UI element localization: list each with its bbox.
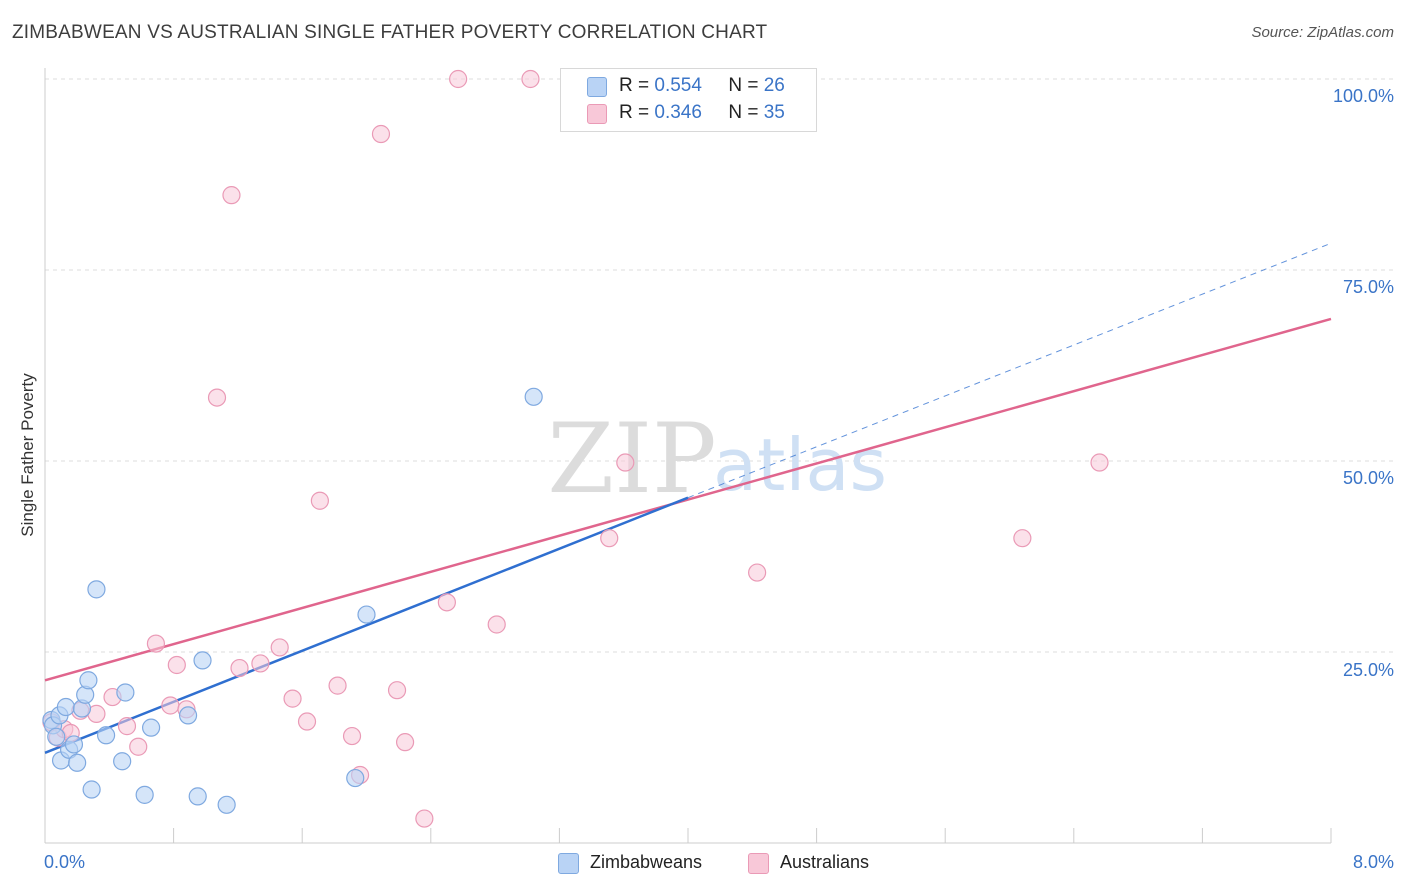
x-tick-label-max: 8.0% (1352, 852, 1394, 872)
point-australians (146, 634, 166, 653)
legend-swatch-blue (587, 77, 607, 97)
point-zimbabweans (56, 697, 75, 717)
point-australians (449, 69, 468, 89)
point-zimbabweans (87, 580, 106, 599)
point-zimbabweans (47, 727, 66, 746)
x-tick-label-min: 0.0% (44, 852, 86, 872)
point-australians (129, 737, 148, 756)
series-label: Zimbabweans (590, 852, 703, 872)
trend-line-zimbabweans (44, 496, 689, 755)
legend-r-label: R = (619, 75, 655, 96)
point-australians (387, 681, 407, 700)
point-zimbabweans (82, 780, 101, 799)
y-tick-label-50: 50.0% (1342, 468, 1394, 488)
point-zimbabweans (141, 718, 161, 737)
point-australians (437, 593, 456, 612)
point-zimbabweans (64, 735, 84, 754)
point-australians (310, 491, 329, 510)
point-zimbabweans (217, 795, 236, 814)
chart-title: ZIMBABWEAN VS AUSTRALIAN SINGLE FATHER P… (12, 22, 768, 43)
point-australians (1013, 529, 1032, 548)
point-australians (600, 529, 619, 548)
legend-n-value: 35 (763, 102, 785, 123)
point-australians (328, 676, 347, 695)
point-zimbabweans (346, 768, 365, 788)
point-australians (371, 124, 391, 144)
trend-lines (44, 242, 1332, 755)
series-swatch-blue (558, 853, 579, 874)
point-australians (616, 453, 635, 472)
point-australians (251, 654, 270, 673)
series-swatch-pink (748, 853, 769, 874)
point-australians (167, 655, 186, 675)
series-legend: Zimbabweans Australians (0, 852, 1406, 878)
point-zimbabweans (68, 753, 87, 772)
legend-r-value: 0.554 (654, 75, 702, 96)
legend-swatch-pink (587, 104, 607, 124)
trend-line-zimbabweans-extension (687, 242, 1332, 499)
point-australians (283, 689, 302, 708)
point-australians (161, 696, 180, 715)
trend-line-australians (44, 317, 1332, 682)
point-zimbabweans (188, 787, 207, 806)
point-zimbabweans (116, 683, 135, 702)
point-zimbabweans (135, 785, 154, 804)
legend-r-label: R = (619, 102, 655, 123)
legend-n-value: 26 (763, 75, 785, 96)
point-australians (207, 388, 227, 407)
point-australians (117, 717, 137, 736)
point-zimbabweans (113, 752, 132, 771)
point-zimbabweans (178, 706, 198, 725)
point-australians (1090, 453, 1109, 472)
point-australians (487, 615, 506, 634)
point-australians (270, 638, 289, 657)
point-australians (395, 733, 415, 752)
watermark: ZIP atlas (547, 403, 887, 515)
point-australians (230, 658, 249, 678)
legend-r-value: 0.346 (654, 102, 702, 123)
data-points (42, 69, 1109, 828)
point-australians (415, 809, 434, 828)
point-zimbabweans (79, 671, 98, 690)
point-zimbabweans (524, 387, 543, 406)
legend-n-label: N = (728, 75, 764, 96)
stats-legend: R = 0.554 N = 26 R = 0.346 N = 35 (560, 68, 817, 132)
point-zimbabweans (193, 651, 212, 670)
y-tick-label-25: 25.0% (1342, 660, 1394, 680)
point-australians (222, 186, 241, 205)
point-australians (521, 69, 540, 89)
source-label: Source: ZipAtlas.com (1251, 24, 1394, 41)
legend-n-label: N = (728, 102, 764, 123)
point-zimbabweans (357, 605, 376, 624)
y-tick-label-75: 75.0% (1342, 277, 1394, 297)
point-australians (297, 712, 317, 731)
watermark-atlas: atlas (713, 423, 887, 507)
grid-lines (45, 78, 1394, 653)
point-australians (342, 726, 362, 746)
series-label: Australians (780, 852, 870, 872)
point-australians (748, 563, 767, 582)
y-tick-label-100: 100.0% (1332, 86, 1394, 106)
point-zimbabweans (96, 726, 116, 745)
